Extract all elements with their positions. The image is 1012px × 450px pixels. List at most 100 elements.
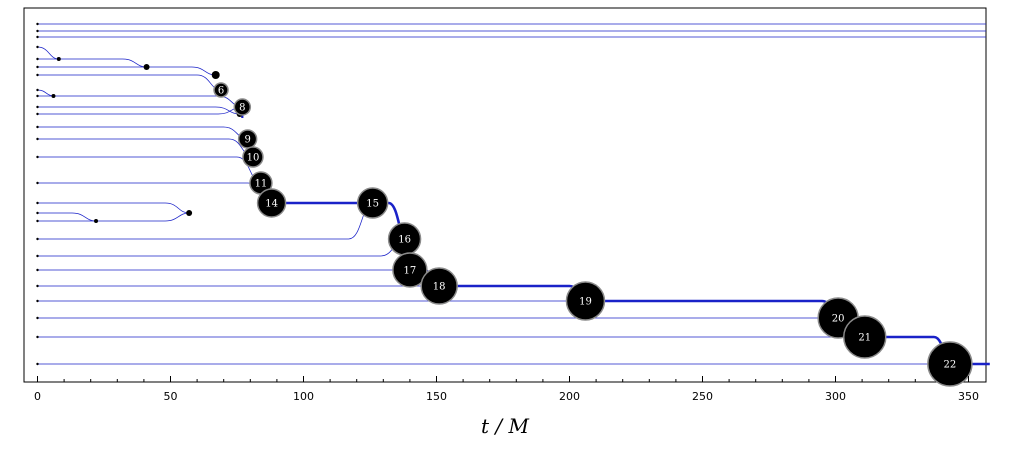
black-hole-21: 21 xyxy=(843,315,887,359)
black-hole-disk xyxy=(392,252,428,288)
merger-point xyxy=(143,64,150,70)
track-start-point xyxy=(36,155,39,159)
track-line xyxy=(37,212,97,222)
track-line xyxy=(37,95,243,108)
track-start-point xyxy=(36,299,39,303)
track-start-point xyxy=(36,65,39,69)
x-axis: 0 50 100 150 200 250 300 350 xyxy=(34,376,979,403)
black-hole-disk xyxy=(420,267,458,305)
black-hole-label: 19 xyxy=(579,297,592,308)
black-hole-label: 20 xyxy=(832,314,845,325)
black-hole-label: 9 xyxy=(244,135,250,146)
track-line xyxy=(37,182,272,204)
track-line xyxy=(37,238,405,257)
track-line xyxy=(37,106,243,115)
black-hole-disk xyxy=(927,341,973,387)
track-line xyxy=(37,126,248,140)
track-start-point xyxy=(36,316,39,320)
black-hole-19: 19 xyxy=(565,281,606,321)
merger-point xyxy=(94,219,99,223)
track-start-point xyxy=(36,29,39,33)
black-hole-disk xyxy=(242,146,264,168)
track-line xyxy=(37,66,216,76)
black-hole-17: 17 xyxy=(392,252,428,288)
merger-point xyxy=(211,71,220,79)
x-tick-label: 50 xyxy=(164,390,178,403)
plot-frame xyxy=(23,7,987,383)
black-hole-disk xyxy=(51,94,56,98)
track-line xyxy=(37,58,147,68)
black-hole-16: 16 xyxy=(387,222,422,256)
track-start-point xyxy=(36,254,39,258)
track-start-point xyxy=(36,201,39,205)
black-hole-label: 8 xyxy=(239,103,245,114)
black-hole-disk xyxy=(143,64,150,70)
track-start-point xyxy=(36,45,39,49)
merger-point xyxy=(56,57,61,61)
track-line xyxy=(37,106,240,115)
x-tick-label: 150 xyxy=(426,390,447,403)
black-hole-label: 17 xyxy=(404,266,417,277)
black-hole-disk xyxy=(211,71,220,79)
track-start-point xyxy=(36,73,39,77)
x-axis-label: t / M xyxy=(481,414,529,438)
black-hole-label: 21 xyxy=(858,333,871,344)
track-line xyxy=(37,212,190,222)
x-tick-label: 0 xyxy=(34,390,41,403)
black-hole-disk xyxy=(94,219,99,223)
black-hole-6: 6 xyxy=(213,82,229,98)
track-line xyxy=(37,89,54,97)
track-line xyxy=(37,46,59,60)
black-hole-label: 10 xyxy=(247,153,260,164)
black-hole-14: 14 xyxy=(256,188,287,218)
x-tick-label: 300 xyxy=(825,390,846,403)
black-hole-9: 9 xyxy=(237,129,258,149)
black-hole-label: 6 xyxy=(218,86,224,97)
black-hole-disk xyxy=(56,57,61,61)
track-start-point xyxy=(36,35,39,39)
black-hole-label: 11 xyxy=(255,179,268,190)
black-hole-8: 8 xyxy=(233,98,252,116)
track-start-point xyxy=(36,105,39,109)
black-hole-22: 22 xyxy=(927,341,973,387)
x-tick-label: 250 xyxy=(692,390,713,403)
black-hole-disk xyxy=(233,98,252,116)
black-hole-label: 15 xyxy=(366,199,379,210)
track-start-point xyxy=(36,362,39,366)
black-hole-label: 16 xyxy=(398,235,411,246)
merger-point xyxy=(51,94,56,98)
black-hole-disk xyxy=(843,315,887,359)
black-hole-18: 18 xyxy=(420,267,458,305)
x-tick-label: 100 xyxy=(293,390,314,403)
merger-point xyxy=(186,210,193,216)
track-start-point xyxy=(36,237,39,241)
track-start-point xyxy=(36,88,39,92)
track-start-point xyxy=(36,181,39,185)
track-start-point xyxy=(36,211,39,215)
black-hole-label: 22 xyxy=(944,360,957,371)
track-start-point xyxy=(36,125,39,129)
track-start-point xyxy=(36,112,39,116)
black-hole-disk xyxy=(186,210,193,216)
black-hole-disk xyxy=(356,187,389,219)
track-start-point xyxy=(36,335,39,339)
black-hole-10: 10 xyxy=(242,146,264,168)
black-hole-label: 14 xyxy=(265,199,278,210)
track-start-point xyxy=(36,268,39,272)
track-start-point xyxy=(36,57,39,61)
black-hole-disk xyxy=(565,281,606,321)
track-line xyxy=(37,138,254,158)
track-line xyxy=(37,74,222,91)
mergers-layer: 6 8 9 10 11 14 15 16 17 18 19 20 21 22 xyxy=(51,57,973,387)
black-hole-disk xyxy=(256,188,287,218)
track-start-point xyxy=(36,137,39,141)
black-hole-label: 18 xyxy=(433,282,446,293)
black-hole-disk xyxy=(213,82,229,98)
x-tick-label: 200 xyxy=(559,390,580,403)
black-hole-15: 15 xyxy=(356,187,389,219)
track-start-point xyxy=(36,22,39,26)
track-line xyxy=(37,156,262,184)
track-start-point xyxy=(36,284,39,288)
x-tick-label: 350 xyxy=(958,390,979,403)
